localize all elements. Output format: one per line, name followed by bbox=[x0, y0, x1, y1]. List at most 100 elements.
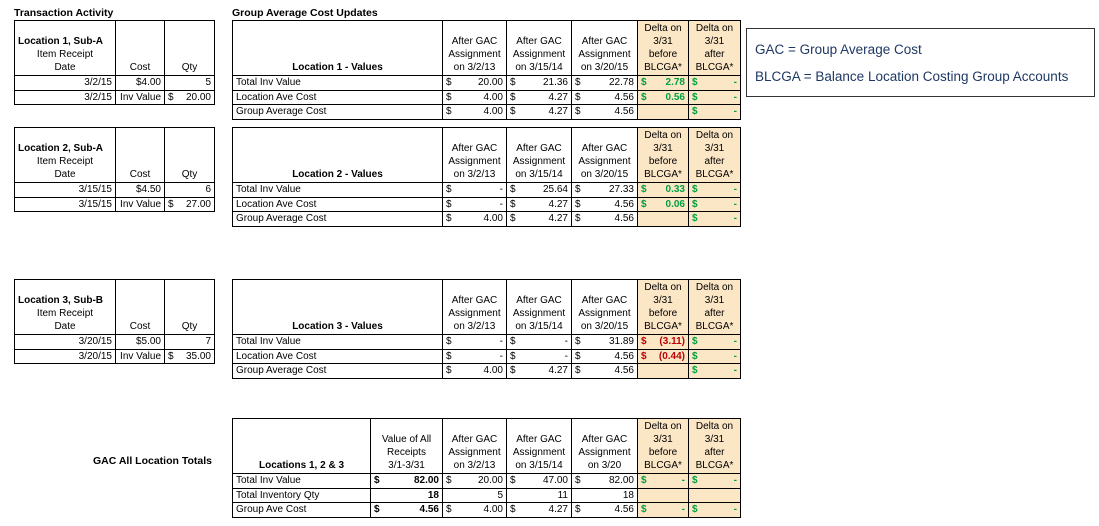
header-text: BLCGA* bbox=[695, 321, 734, 332]
currency-symbol: $ bbox=[510, 504, 516, 516]
header-text: 3/31 bbox=[653, 434, 673, 445]
cell-text: 3/2/15 bbox=[84, 91, 112, 103]
header-text: Assignment bbox=[512, 156, 566, 167]
section-title: Group Average Cost Updates bbox=[232, 7, 378, 19]
data-cell: $4.50 bbox=[115, 182, 165, 198]
cell-value: 4.27 bbox=[548, 198, 568, 210]
cell-text: Group Ave Cost bbox=[236, 504, 307, 516]
cell-value: - bbox=[733, 336, 737, 348]
data-cell: Total Inventory Qty bbox=[232, 487, 371, 503]
header-text: Cost bbox=[129, 62, 151, 73]
currency-symbol: $ bbox=[446, 504, 452, 516]
cell-value: 35.00 bbox=[185, 350, 211, 362]
cell-value: - bbox=[733, 91, 737, 103]
cell-value: 4.27 bbox=[548, 106, 568, 118]
currency-symbol: $ bbox=[510, 198, 516, 210]
header-cell: Location 1 - Values bbox=[232, 20, 443, 76]
currency-symbol: $ bbox=[641, 475, 647, 487]
header-text: Cost bbox=[129, 321, 151, 332]
data-cell: Group Average Cost bbox=[232, 363, 443, 379]
currency-symbol: $ bbox=[446, 365, 452, 377]
cell-text: $5.00 bbox=[135, 336, 161, 348]
data-cell: $4.56 bbox=[571, 104, 638, 120]
data-cell: Location Ave Cost bbox=[232, 348, 443, 364]
header-text: Location 1 - Values bbox=[292, 62, 383, 73]
currency-symbol: $ bbox=[510, 77, 516, 89]
cell-value: 25.64 bbox=[542, 184, 568, 196]
data-cell: Group Ave Cost bbox=[232, 502, 371, 518]
header-text: Qty bbox=[181, 169, 198, 180]
header-text: Delta on bbox=[695, 23, 734, 34]
header-text: on 3/20/15 bbox=[580, 169, 629, 180]
legend-line: GAC = Group Average Cost bbox=[755, 42, 922, 57]
cell-value: - bbox=[733, 350, 737, 362]
cell-text: Inv Value bbox=[120, 350, 161, 362]
cell-value: - bbox=[564, 350, 568, 362]
data-cell: $ - bbox=[688, 211, 741, 227]
data-cell: $27.33 bbox=[571, 182, 638, 198]
header-cell: Qty bbox=[164, 127, 215, 183]
header-text: Value of All bbox=[381, 434, 432, 445]
data-cell: 7 bbox=[164, 334, 215, 350]
header-cell: After GAC Assignment on 3/20 bbox=[571, 418, 638, 474]
header-text: After GAC bbox=[451, 434, 498, 445]
header-text: BLCGA* bbox=[695, 62, 734, 73]
currency-symbol: $ bbox=[374, 475, 380, 487]
header-text: Assignment bbox=[512, 49, 566, 60]
header-text: Delta on bbox=[695, 282, 734, 293]
data-cell bbox=[637, 363, 689, 379]
header-text: after bbox=[704, 156, 725, 167]
header-text: Assignment bbox=[512, 447, 566, 458]
data-cell: $ - bbox=[688, 334, 741, 350]
header-cell: Delta on 3/31 after BLCGA* bbox=[688, 127, 741, 183]
header-text: Cost bbox=[129, 169, 151, 180]
header-cell: Location 2, Sub-A Item Receipt Date bbox=[14, 127, 116, 183]
data-cell: $5.00 bbox=[115, 334, 165, 350]
currency-symbol: $ bbox=[575, 77, 581, 89]
data-cell: $25.64 bbox=[506, 182, 572, 198]
cell-value: 4.56 bbox=[614, 365, 634, 377]
currency-symbol: $ bbox=[692, 106, 698, 118]
currency-symbol: $ bbox=[692, 184, 698, 196]
header-text: Item Receipt bbox=[36, 49, 94, 60]
cell-text: $4.00 bbox=[135, 77, 161, 89]
currency-symbol: $ bbox=[510, 336, 516, 348]
cell-text: 3/20/15 bbox=[78, 350, 112, 362]
currency-symbol: $ bbox=[641, 91, 647, 103]
data-cell: $ - bbox=[442, 182, 507, 198]
header-text: Assignment bbox=[448, 156, 501, 167]
currency-symbol: $ bbox=[446, 198, 452, 210]
header-text: BLCGA* bbox=[644, 169, 682, 180]
data-cell: $4.56 bbox=[571, 89, 638, 105]
data-cell: $ - bbox=[506, 334, 572, 350]
cell-value: 4.56 bbox=[614, 504, 634, 516]
currency-symbol: $ bbox=[446, 91, 452, 103]
cell-text: Location Ave Cost bbox=[236, 350, 317, 362]
cell-value: 27.00 bbox=[185, 198, 211, 210]
header-text: on 3/2/13 bbox=[453, 62, 496, 73]
header-text: Delta on bbox=[644, 421, 682, 432]
header-text: Item Receipt bbox=[36, 156, 94, 167]
header-text: Delta on bbox=[644, 23, 682, 34]
header-cell: Location 3 - Values bbox=[232, 279, 443, 335]
cell-value: 21.36 bbox=[542, 77, 568, 89]
header-text: Assignment bbox=[448, 447, 501, 458]
cell-value: 2.78 bbox=[665, 77, 685, 89]
header-text: 3/31 bbox=[653, 36, 673, 47]
header-cell: Cost bbox=[115, 279, 165, 335]
data-cell bbox=[637, 104, 689, 120]
data-cell: $ - bbox=[688, 89, 741, 105]
currency-symbol: $ bbox=[692, 475, 698, 487]
header-cell: Qty bbox=[164, 279, 215, 335]
data-cell: $4.56 bbox=[571, 363, 638, 379]
data-cell: Total Inv Value bbox=[232, 334, 443, 350]
data-cell: Inv Value bbox=[115, 196, 165, 212]
cell-text: 3/2/15 bbox=[84, 77, 112, 89]
currency-symbol: $ bbox=[641, 184, 647, 196]
header-cell: After GAC Assignment on 3/20/15 bbox=[571, 127, 638, 183]
currency-symbol: $ bbox=[575, 91, 581, 103]
data-cell: Group Average Cost bbox=[232, 104, 443, 120]
cell-text: Total Inv Value bbox=[236, 77, 301, 89]
header-cell: Value of All Receipts 3/1-3/31 bbox=[370, 418, 443, 474]
currency-symbol: $ bbox=[510, 91, 516, 103]
